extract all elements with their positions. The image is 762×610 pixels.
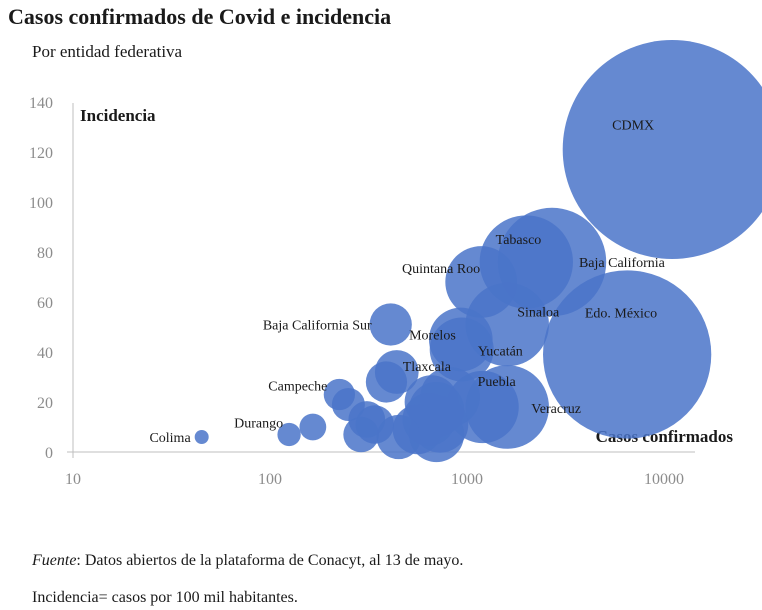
data-label: Edo. México xyxy=(585,307,657,322)
bubble-point xyxy=(562,40,762,259)
incidence-note: Incidencia= casos por 100 mil habitantes… xyxy=(32,589,298,606)
data-label: Baja California Sur xyxy=(263,319,372,334)
data-label: CDMX xyxy=(612,119,654,134)
data-label: Sinaloa xyxy=(517,306,560,321)
source-label: Fuente xyxy=(32,552,77,569)
bubble-chart: 0 20 40 60 80 100 120 140 10 100 1000 10000 Incidenc… xyxy=(29,40,762,488)
bubble-point xyxy=(277,422,301,447)
source-text: : Datos abiertos de la plataforma de Con… xyxy=(76,552,464,569)
chart-subtitle: Por entidad federativa xyxy=(32,42,183,61)
chart-title: Casos confirmados de Covid e incidencia xyxy=(8,4,392,29)
bubble-point xyxy=(543,270,712,439)
x-tick-label: 10000 xyxy=(644,471,684,488)
x-tick-label: 10 xyxy=(65,471,81,488)
y-tick-label: 0 xyxy=(45,445,53,462)
data-label: Quintana Roo xyxy=(402,262,480,277)
data-label: Tabasco xyxy=(496,233,542,248)
bubble-point xyxy=(369,303,412,346)
y-tick-label: 20 xyxy=(37,395,53,412)
y-tick-label: 120 xyxy=(29,145,53,162)
data-label: Veracruz xyxy=(531,402,581,417)
x-tick-label: 100 xyxy=(258,471,282,488)
x-tick-label: 1000 xyxy=(451,471,483,488)
data-label: Baja California xyxy=(579,256,666,271)
data-label: Campeche xyxy=(268,380,327,395)
bubble-point xyxy=(428,307,493,372)
data-label: Colima xyxy=(149,431,191,446)
bubble-point xyxy=(194,429,209,445)
bubble-point xyxy=(323,378,356,411)
y-tick-label: 100 xyxy=(29,195,53,212)
y-tick-label: 80 xyxy=(37,245,53,262)
bubble-point xyxy=(365,361,408,403)
data-label: Tlaxcala xyxy=(403,360,452,375)
y-axis-title: Incidencia xyxy=(80,106,156,125)
data-label: Yucatán xyxy=(478,345,523,360)
data-label: Durango xyxy=(234,417,283,432)
data-label: Morelos xyxy=(409,329,456,344)
bubble-point xyxy=(445,246,518,318)
y-tick-label: 60 xyxy=(37,295,53,312)
source-note: Fuente: Datos abiertos de la plataforma … xyxy=(32,552,463,570)
bubble-point xyxy=(343,416,379,453)
y-tick-label: 140 xyxy=(29,95,53,112)
data-label: Puebla xyxy=(478,375,517,390)
y-tick-label: 40 xyxy=(37,345,53,362)
bubble-point xyxy=(299,413,327,441)
